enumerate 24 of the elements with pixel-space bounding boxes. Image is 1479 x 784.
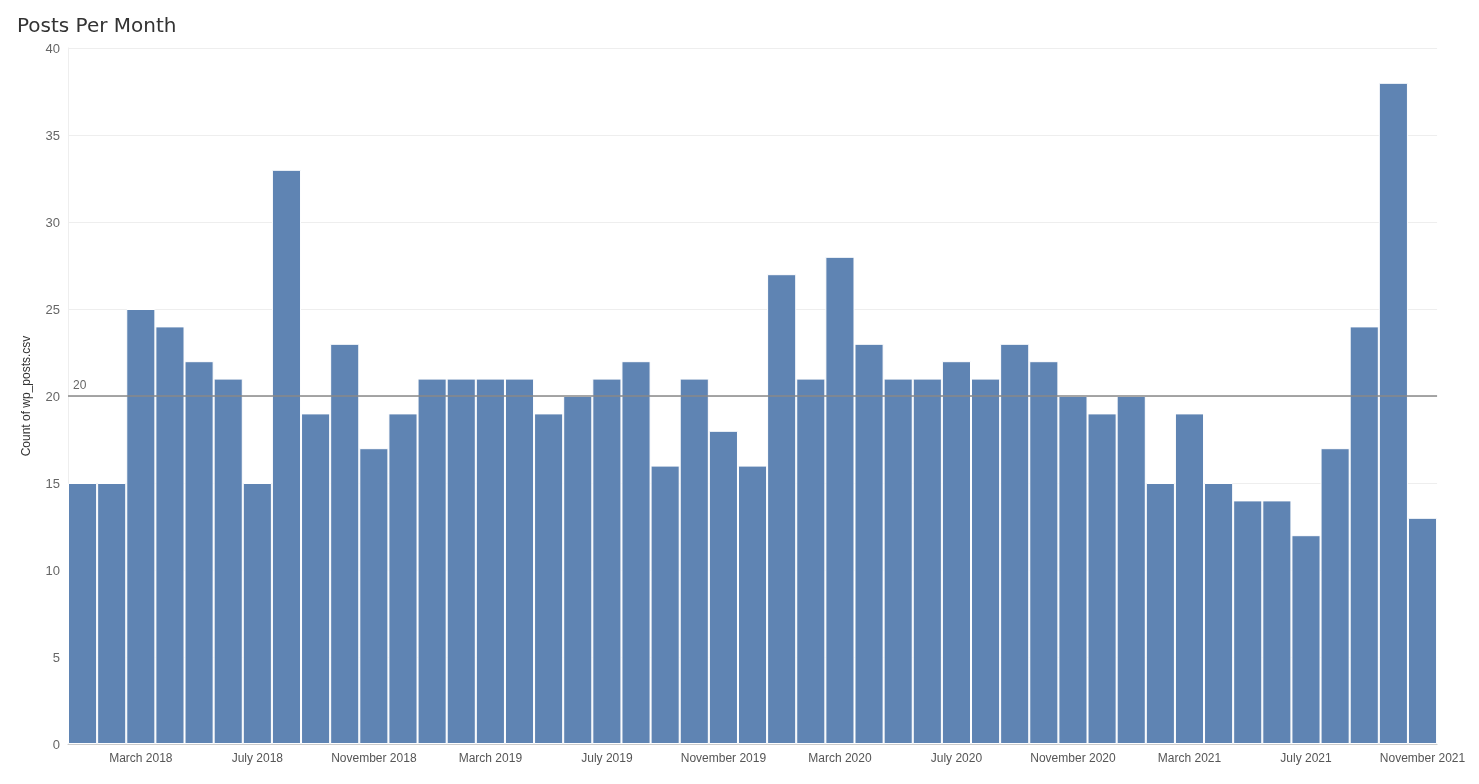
x-tick-label: July 2020 [930, 751, 983, 765]
x-tick-label: November 2020 [1030, 751, 1116, 765]
x-tick-label: November 2019 [680, 751, 767, 765]
y-tick-label: 5 [52, 649, 60, 665]
ref-line-label: 20 [73, 378, 87, 392]
x-tick-label: November 2018 [331, 751, 417, 765]
y-tick-label: 10 [45, 562, 60, 578]
x-tick-label: March 2020 [808, 751, 872, 765]
y-tick-label: 0 [52, 736, 60, 752]
x-tick-label: March 2021 [1157, 751, 1222, 765]
x-tick-label: July 2021 [1280, 751, 1332, 765]
y-tick-label: 35 [45, 127, 60, 143]
y-tick-label: 40 [45, 40, 60, 56]
y-tick-label: 15 [45, 475, 60, 491]
x-tick-label: March 2019 [458, 751, 523, 765]
y-tick-label: 30 [45, 214, 60, 230]
x-tick-label: November 2021 [1379, 751, 1466, 765]
y-tick-label: 20 [45, 388, 60, 404]
y-axis-title: Count of wp_posts.csv [19, 335, 33, 457]
chart-title: Posts Per Month [17, 13, 177, 37]
x-tick-label: July 2019 [581, 751, 633, 765]
x-tick-label: July 2018 [231, 751, 284, 765]
y-tick-label: 25 [45, 301, 60, 317]
x-tick-label: March 2018 [109, 751, 173, 765]
